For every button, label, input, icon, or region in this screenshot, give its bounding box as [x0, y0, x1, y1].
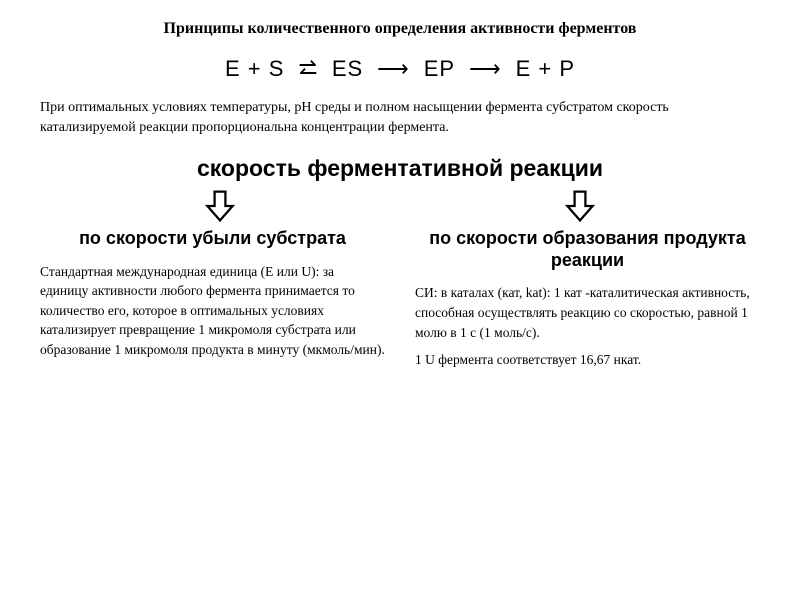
eq-part-4: E + P [516, 56, 575, 82]
left-heading: по скорости убыли субстрата [40, 228, 385, 250]
reaction-equation: E + S ⇀⇀ ES ⟶ EP ⟶ E + P [40, 56, 760, 82]
left-column: по скорости убыли субстрата Стандартная … [40, 228, 385, 377]
right-text-1: СИ: в каталах (кат, kat): 1 кат -каталит… [415, 283, 760, 342]
reversible-arrow-icon: ⇀⇀ [298, 57, 317, 81]
eq-part-2: ES [332, 56, 363, 82]
eq-part-1: E + S [225, 56, 284, 82]
intro-paragraph: При оптимальных условиях температуры, pH… [40, 98, 760, 137]
left-text: Стандартная международная единица (Е или… [40, 262, 385, 360]
right-heading: по скорости образования продукта реакции [415, 228, 760, 271]
right-arrow-icon: ⟶ [377, 56, 410, 82]
columns: по скорости убыли субстрата Стандартная … [40, 228, 760, 377]
slide-title: Принципы количественного определения акт… [40, 20, 760, 38]
eq-part-3: EP [424, 56, 455, 82]
right-arrow-icon: ⟶ [469, 56, 502, 82]
down-arrow-icon [562, 188, 598, 224]
right-text-2: 1 U фермента соответствует 16,67 нкат. [415, 350, 760, 370]
right-column: по скорости образования продукта реакции… [415, 228, 760, 377]
down-arrow-icon [202, 188, 238, 224]
main-heading: скорость ферментативной реакции [40, 155, 760, 182]
arrows-row [40, 188, 760, 224]
